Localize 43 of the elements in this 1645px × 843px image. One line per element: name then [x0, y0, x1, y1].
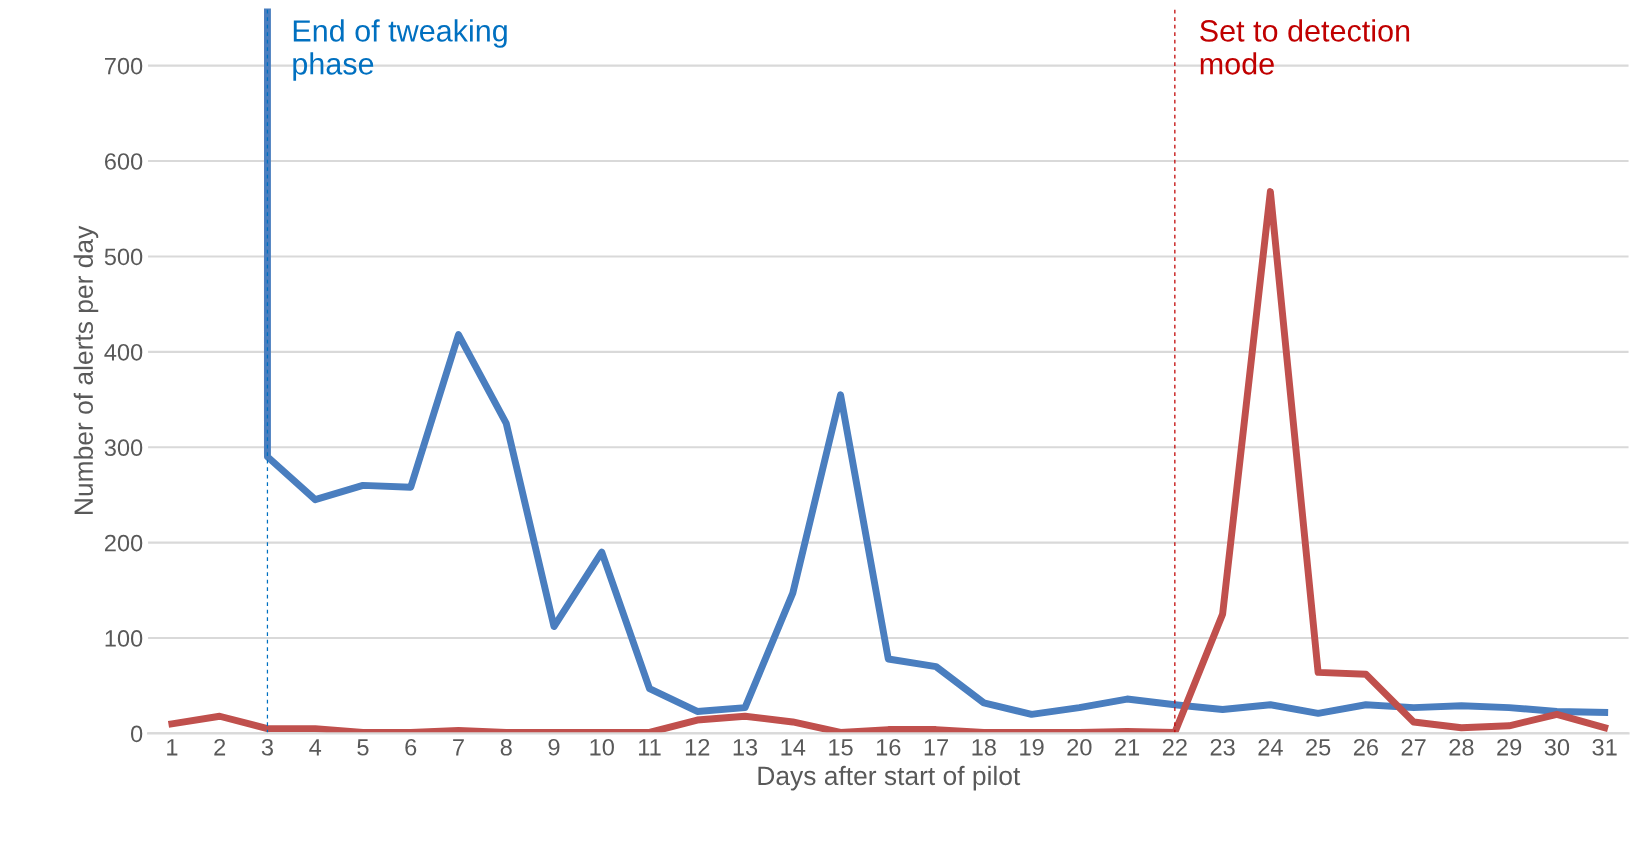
x-tick-label: 1 [167, 739, 178, 756]
y-tick-label: 500 [104, 248, 143, 266]
x-tick-label: 5 [357, 739, 369, 756]
y-tick-label: 400 [104, 343, 143, 361]
x-tick-label: 30 [1544, 738, 1570, 756]
x-tick-label: 2 [214, 738, 226, 756]
x-tick-label: 27 [1401, 738, 1426, 756]
x-tick-label: 19 [1020, 738, 1044, 756]
ref-line-label: End of tweaking phase [293, 19, 507, 81]
x-tick-label: 20 [1067, 738, 1092, 756]
x-tick-label: 11 [639, 739, 661, 756]
ref-line-label: Set to detection mode [1200, 19, 1410, 75]
x-tick-label: 31 [1592, 738, 1617, 756]
x-tick-label: 13 [733, 738, 758, 756]
x-tick-label: 25 [1306, 738, 1331, 756]
y-tick-label: 0 [130, 725, 143, 743]
x-tick-label: 6 [405, 738, 417, 756]
y-axis-title: Number of alerts per day [73, 225, 99, 514]
x-tick-label: 14 [781, 739, 806, 756]
x-tick-label: 15 [829, 739, 853, 756]
x-axis-title: Days after start of pilot [758, 765, 1021, 791]
x-tick-label: 8 [500, 738, 512, 756]
x-tick-label: 16 [876, 738, 901, 756]
x-tick-label: 9 [548, 738, 560, 756]
x-tick-label: 28 [1449, 738, 1474, 756]
x-tick-label: 4 [309, 739, 322, 756]
y-tick-label: 100 [105, 630, 143, 647]
y-tick-label: 300 [104, 439, 143, 457]
x-tick-label: 23 [1210, 738, 1235, 756]
y-tick-label: 200 [104, 534, 143, 552]
x-tick-label: 7 [453, 739, 464, 756]
y-tick-label: 700 [105, 57, 143, 75]
x-tick-label: 26 [1353, 738, 1378, 756]
x-tick-label: 24 [1258, 738, 1283, 756]
x-tick-label: 22 [1162, 738, 1187, 756]
x-tick-label: 21 [1115, 738, 1140, 756]
x-tick-label: 10 [590, 738, 614, 756]
x-tick-label: 17 [924, 739, 949, 756]
y-tick-label: 600 [105, 153, 143, 170]
x-tick-label: 18 [972, 738, 996, 756]
x-tick-label: 3 [261, 738, 273, 756]
x-tick-label: 12 [685, 738, 710, 756]
x-tick-label: 29 [1497, 738, 1522, 756]
